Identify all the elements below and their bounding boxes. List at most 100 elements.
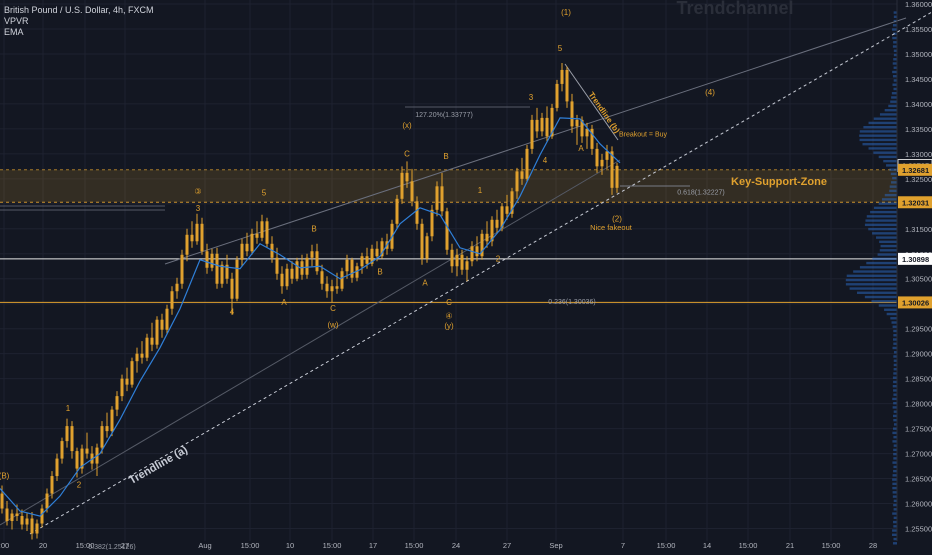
volume-bar — [892, 483, 897, 485]
volume-bar — [865, 219, 897, 221]
x-tick-label: 27 — [121, 541, 129, 550]
candle-body — [276, 258, 279, 274]
volume-bar — [874, 117, 897, 119]
volume-bar — [893, 75, 897, 77]
volume-bar — [893, 62, 897, 64]
volume-bar — [890, 185, 897, 187]
volume-bar — [868, 228, 897, 230]
volume-bar — [873, 151, 897, 153]
candle-body — [111, 410, 114, 431]
candle-body — [181, 255, 184, 284]
volume-bar — [886, 164, 897, 166]
candle-body — [56, 459, 59, 476]
wave-label: A — [281, 298, 287, 307]
volume-bar — [893, 491, 897, 493]
volume-bar — [891, 96, 897, 98]
candle-body — [536, 120, 539, 131]
x-tick-label: 15:00 — [405, 541, 424, 550]
candle-body — [146, 338, 149, 358]
y-tick-label: 1.27000 — [905, 450, 932, 459]
volume-bar — [893, 372, 897, 374]
price-tag-label: 1.30898 — [902, 255, 929, 264]
candle-body — [241, 244, 244, 260]
volume-bar — [893, 542, 897, 544]
wave-label: 3 — [529, 93, 534, 102]
volume-bar — [889, 190, 897, 192]
indicator-ema: EMA — [4, 27, 154, 38]
volume-bar — [869, 122, 897, 124]
breakout-note: Breakout = Buy — [619, 131, 668, 138]
x-tick-label: 15:00 — [241, 541, 260, 550]
volume-bar — [893, 406, 897, 408]
candle-body — [421, 224, 424, 259]
candle-body — [451, 250, 454, 266]
candle-body — [346, 260, 349, 271]
candle-body — [6, 509, 9, 521]
x-tick-label: 15:00 — [739, 541, 758, 550]
y-tick-label: 1.34500 — [905, 75, 932, 84]
candle-body — [401, 173, 404, 199]
candle-body — [126, 379, 129, 385]
volume-bar — [865, 224, 897, 226]
price-tag-label: 1.32031 — [902, 198, 929, 207]
volume-bar — [892, 28, 897, 30]
candle-body — [456, 255, 459, 266]
candle-body — [141, 354, 144, 358]
y-tick-label: 1.29000 — [905, 350, 932, 359]
volume-bar — [863, 126, 897, 128]
x-tick-label: Sep — [549, 541, 562, 550]
candle-body — [61, 441, 64, 458]
wave-label: (B) — [0, 472, 10, 481]
candle-body — [566, 70, 569, 101]
y-tick-label: 1.31500 — [905, 225, 932, 234]
volume-bar — [885, 194, 897, 196]
wave-label: (1) — [561, 8, 571, 17]
volume-bar — [893, 389, 897, 391]
volume-bar — [853, 270, 897, 272]
candle-body — [596, 149, 599, 166]
volume-bar — [880, 113, 897, 115]
candle-body — [341, 271, 344, 288]
wave-label: (4) — [705, 88, 715, 97]
candle-body — [281, 274, 284, 286]
candle-body — [586, 129, 589, 136]
x-tick-label: Aug — [198, 541, 211, 550]
candle-body — [46, 494, 49, 509]
candle-body — [461, 255, 464, 270]
candle-body — [231, 279, 234, 299]
volume-bar — [867, 215, 897, 217]
volume-bar — [893, 427, 897, 429]
candle-body — [156, 320, 159, 345]
candle-body — [101, 426, 104, 447]
volume-bar — [847, 275, 897, 277]
legend: British Pound / U.S. Dollar, 4h, FXCM VP… — [4, 5, 154, 38]
candle-body — [476, 246, 479, 256]
volume-bar — [892, 37, 897, 39]
x-tick-label: 17 — [369, 541, 377, 550]
volume-bar — [850, 287, 897, 289]
volume-bar — [893, 453, 897, 455]
volume-bar — [878, 253, 897, 255]
volume-bar — [892, 432, 897, 434]
fib-label: 0.618(1.32227) — [677, 189, 724, 196]
volume-bar — [893, 343, 897, 345]
y-tick-label: 1.28500 — [905, 375, 932, 384]
volume-bar — [890, 317, 897, 319]
candle-body — [256, 234, 259, 238]
volume-bar — [872, 258, 897, 260]
candle-body — [261, 221, 264, 237]
volume-bar — [893, 495, 897, 497]
candle-body — [236, 260, 239, 299]
volume-bar — [860, 139, 897, 141]
fib-label: 127.20%(1.33777) — [415, 112, 473, 119]
y-tick-label: 1.36000 — [905, 0, 932, 9]
volume-bar — [859, 134, 897, 136]
candle-body — [171, 291, 174, 308]
wave-label: 1 — [66, 404, 71, 413]
volume-bar — [883, 160, 897, 162]
volume-bar — [857, 292, 897, 294]
volume-bar — [892, 321, 897, 323]
candle-body — [1, 494, 4, 509]
